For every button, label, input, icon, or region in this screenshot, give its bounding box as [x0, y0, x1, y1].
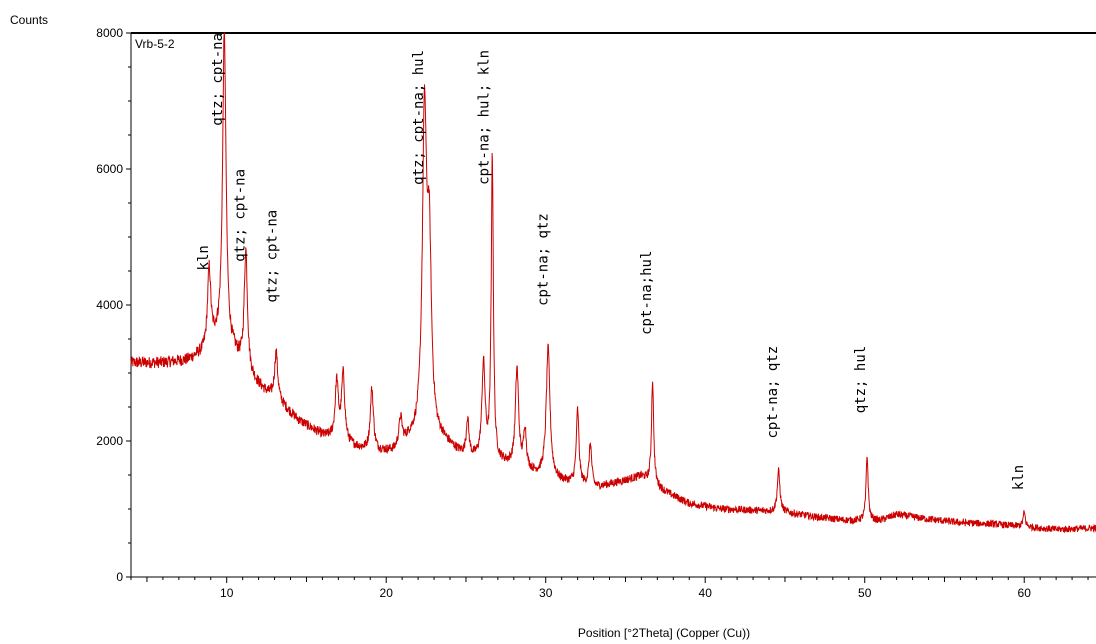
x-tick-label: 10	[220, 586, 234, 600]
peak-annotation: qtz; hul	[853, 346, 869, 413]
x-tick-label: 30	[539, 586, 553, 600]
x-tick-label: 60	[1018, 586, 1032, 600]
y-axis-title: Counts	[10, 13, 48, 27]
x-axis-ticks: 10 20 30 40 50 60	[130, 577, 1089, 600]
x-tick-label: 20	[380, 586, 394, 600]
y-tick-label: 8000	[96, 26, 123, 40]
y-tick-label: 2000	[96, 434, 123, 448]
x-tick-label: 50	[858, 586, 872, 600]
peak-annotation: qtz; cpt-na	[210, 33, 226, 126]
peak-annotations: kln qtz; cpt-na qtz; cpt-na qtz; cpt-na qtz;…	[196, 33, 1027, 490]
y-tick-label: 6000	[96, 162, 123, 176]
y-axis-ticks: 0 2000 4000 6000 8000	[96, 26, 131, 584]
plot-frame	[130, 32, 1096, 578]
peak-annotation: kln	[196, 245, 212, 270]
peak-annotation: cpt-na; qtz	[765, 346, 781, 439]
peak-annotation: cpt-na; hul; kln	[476, 50, 492, 185]
x-tick-label: 40	[699, 586, 713, 600]
y-tick-label: 4000	[96, 298, 123, 312]
sample-label: Vrb-5-2	[135, 37, 175, 51]
peak-annotation: qtz; cpt-na	[232, 169, 248, 262]
peak-annotation: qtz; cpt-na	[264, 210, 280, 303]
peak-annotation: kln	[1011, 465, 1027, 490]
peak-annotation: cpt-na;hul	[639, 251, 655, 335]
diffraction-pattern-line	[130, 32, 1096, 534]
peak-annotation: cpt-na; qtz	[535, 213, 551, 306]
peak-annotation: qtz; cpt-na; hul	[411, 50, 427, 185]
x-axis-title: Position [°2Theta] (Copper (Cu))	[578, 626, 750, 640]
y-tick-label: 0	[116, 570, 123, 584]
